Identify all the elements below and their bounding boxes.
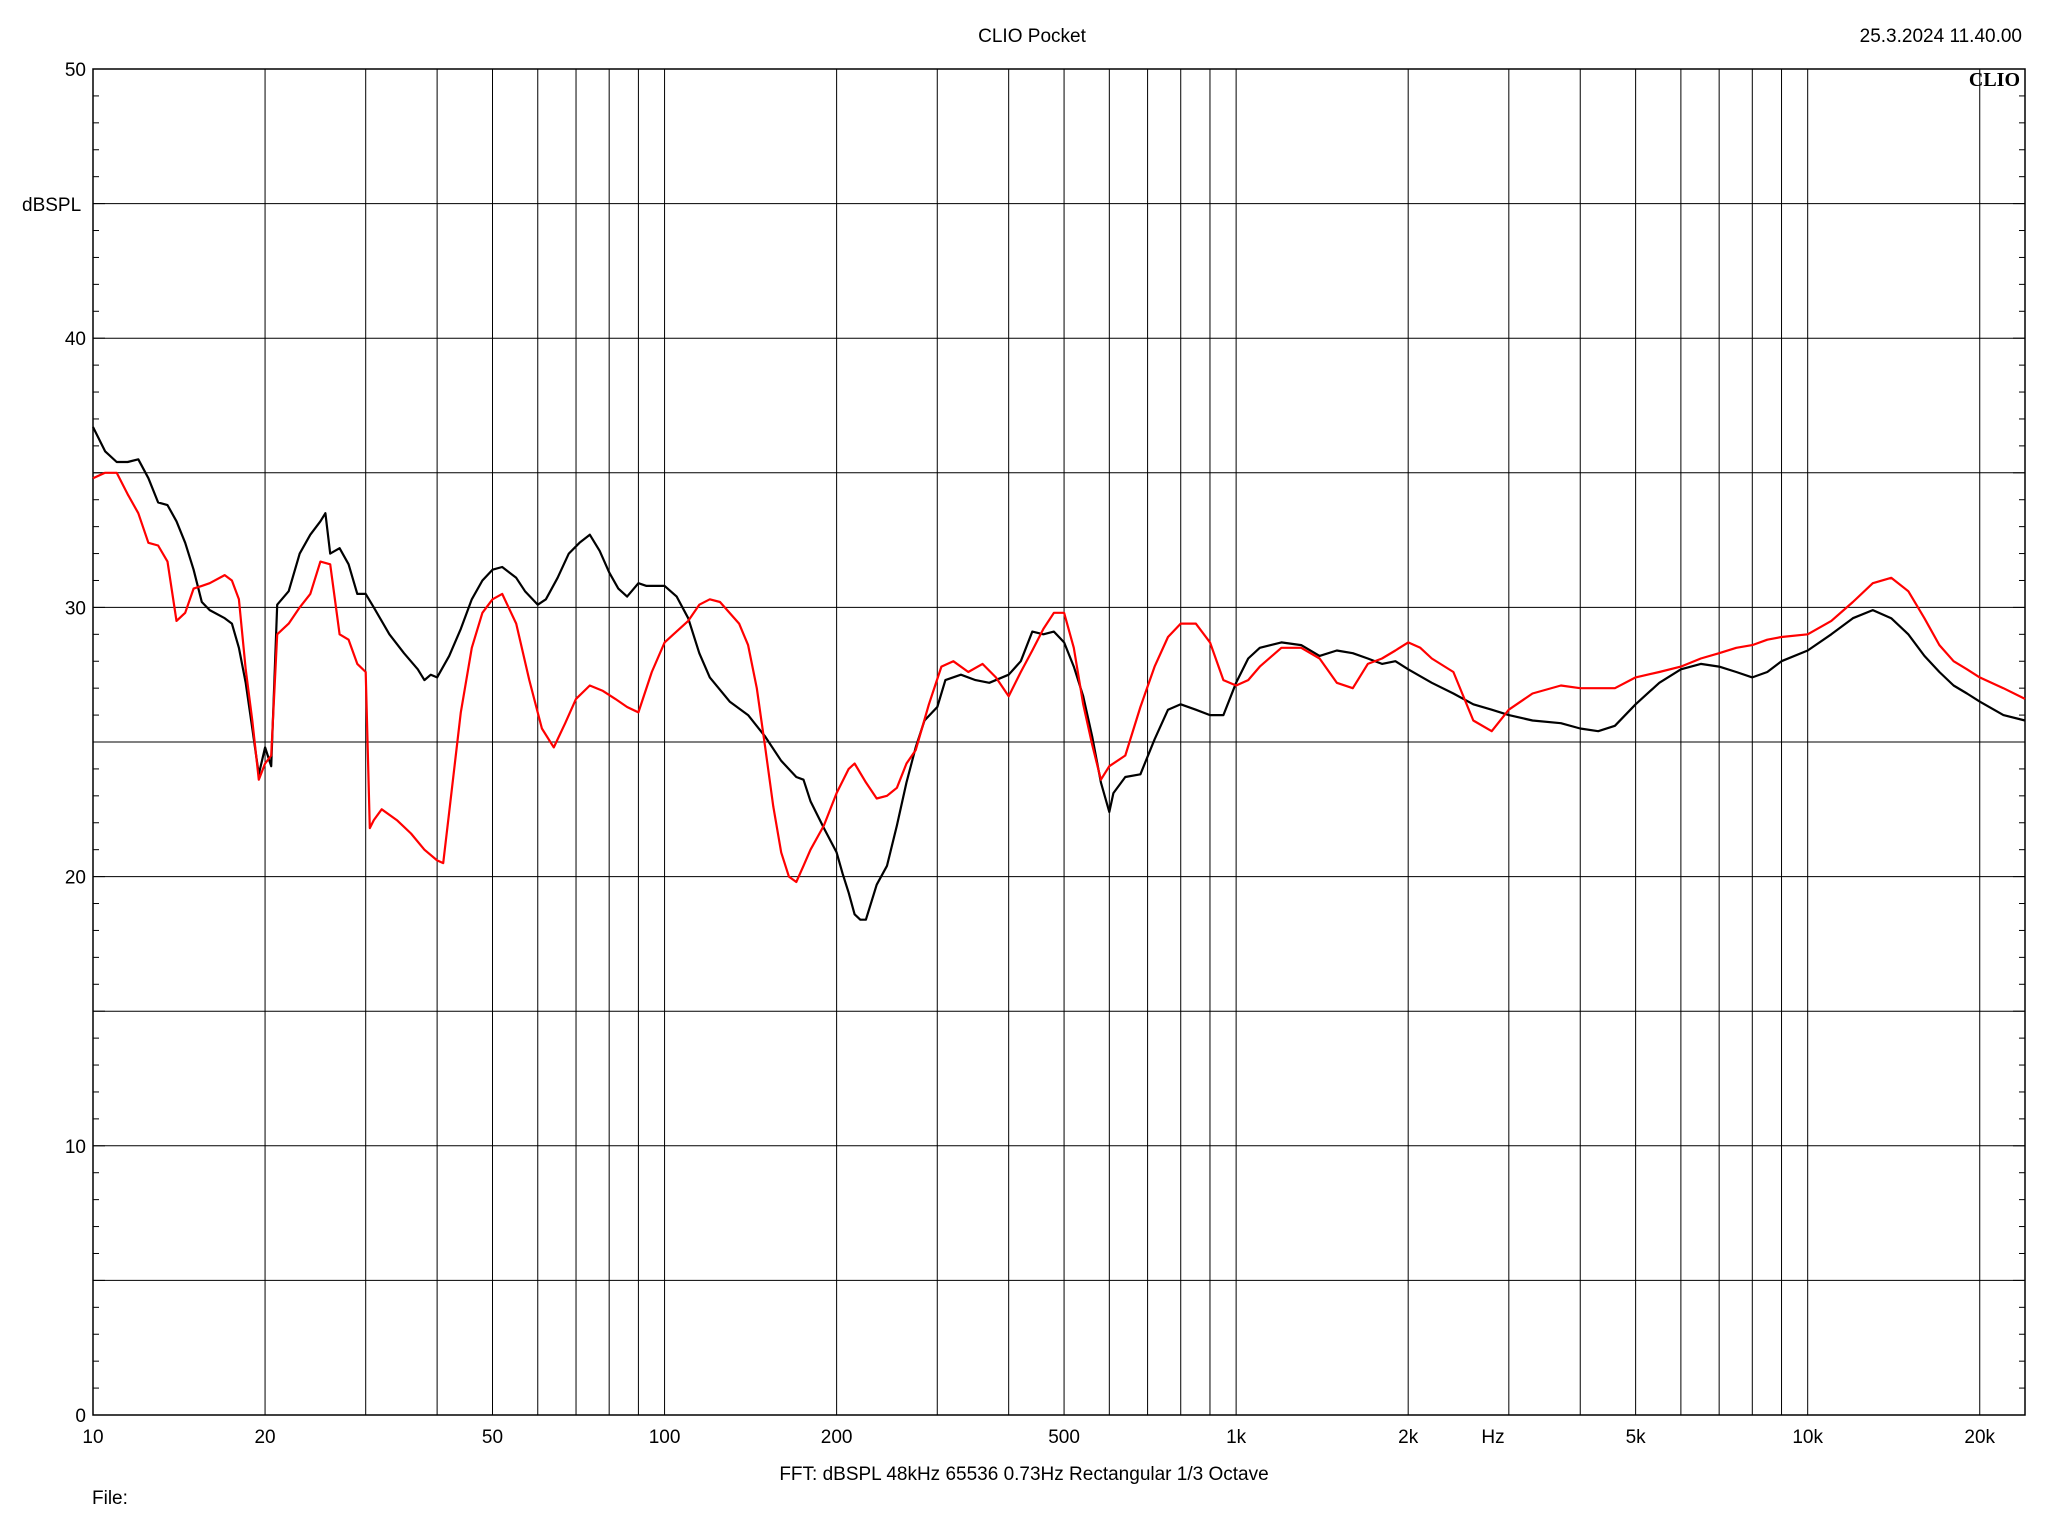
x-tick-label: 10 (82, 1427, 103, 1448)
y-tick-label: 30 (65, 598, 86, 619)
x-tick-label: 200 (821, 1427, 853, 1448)
y-tick-label: 50 (65, 60, 86, 81)
chart-title: CLIO Pocket (978, 26, 1086, 47)
y-tick-label: 40 (65, 329, 86, 350)
grid (92, 68, 2025, 1416)
x-tick-label: 1k (1226, 1427, 1247, 1448)
x-tick-labels: 10 20 50 100 200 500 1k 2k 5k 10k 20k (82, 1427, 1995, 1448)
file-label: File: (92, 1488, 128, 1509)
timestamp: 25.3.2024 11.40.00 (1860, 26, 2022, 47)
series-line-2 (92, 471, 2026, 884)
y-tick-label: 10 (65, 1137, 86, 1158)
y-tick-labels: 0 10 20 30 40 50 (65, 60, 86, 1427)
x-tick-label: 2k (1398, 1427, 1419, 1448)
x-tick-label: 50 (482, 1427, 503, 1448)
fft-settings: FFT: dBSPL 48kHz 65536 0.73Hz Rectangula… (779, 1464, 1268, 1485)
x-tick-label: 10k (1792, 1427, 1823, 1448)
x-tick-label: 20 (254, 1427, 275, 1448)
y-axis-label: dBSPL (22, 195, 81, 216)
x-tick-label: 500 (1048, 1427, 1080, 1448)
plot-frame (92, 68, 2026, 1416)
y-tick-label: 0 (75, 1406, 86, 1427)
y-tick-label: 20 (65, 868, 86, 889)
clio-logo-text: CLIO (1969, 69, 2020, 91)
series-line-1 (92, 426, 2026, 921)
x-axis-unit: Hz (1481, 1427, 1504, 1448)
x-tick-label: 100 (649, 1427, 681, 1448)
x-tick-label: 5k (1626, 1427, 1647, 1448)
x-tick-label: 20k (1964, 1427, 1995, 1448)
series-group (92, 426, 2026, 921)
